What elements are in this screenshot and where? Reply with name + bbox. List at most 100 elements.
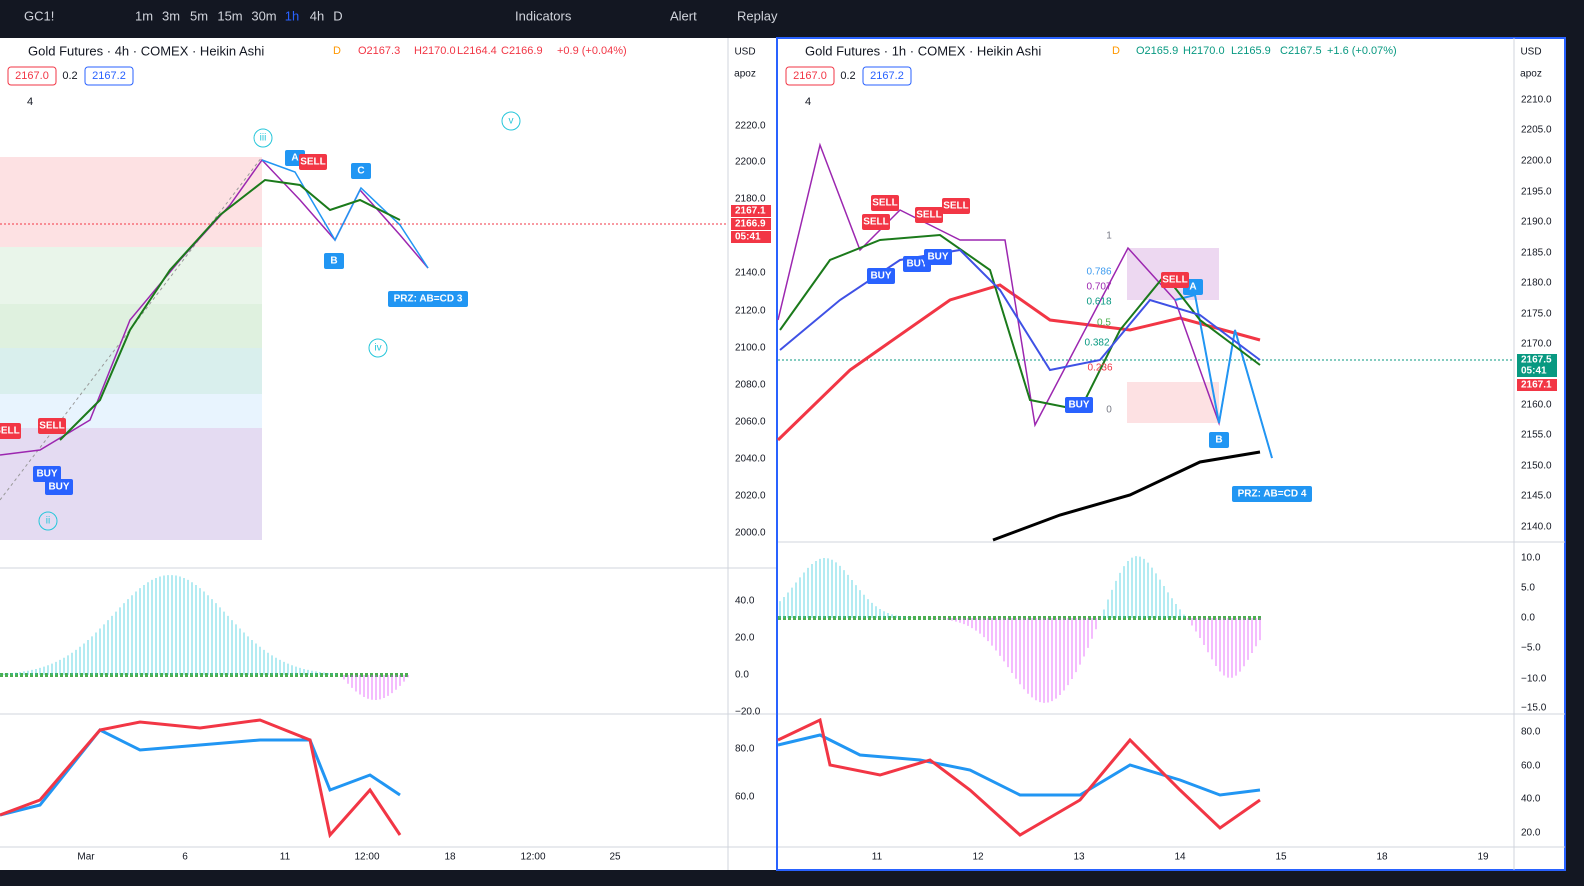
interval-button[interactable]: 1m (135, 8, 153, 23)
replay-button[interactable]: Replay (737, 8, 778, 23)
spread: 0.2 (840, 70, 855, 82)
price-label: 2040.0 (735, 454, 766, 465)
wave-circle (253, 128, 273, 148)
price-label: 2150.0 (1521, 461, 1552, 472)
wave-circle (501, 111, 521, 131)
indicator-count[interactable]: 4 (805, 96, 811, 108)
interval-button[interactable]: 30m (251, 8, 276, 23)
signal-label-bg (38, 418, 66, 434)
scale-mode[interactable]: apoz (734, 69, 756, 80)
currency[interactable]: USD (734, 47, 755, 58)
signal-label-bg (871, 195, 899, 211)
price-label: 2140.0 (1521, 522, 1552, 533)
price-tag-bg (731, 231, 771, 243)
signal-label-bg (915, 207, 943, 223)
bid: 2167.0 (15, 70, 49, 82)
bid-box (785, 66, 835, 86)
price-label: 2170.0 (1521, 339, 1552, 350)
price-label: 2180.0 (735, 194, 766, 205)
pattern-label-bg (1209, 432, 1229, 448)
signal-label-bg (1161, 272, 1189, 288)
session-flag: D (333, 45, 341, 57)
time-label: 11 (280, 852, 291, 863)
price-tag: 2166.9 (735, 219, 766, 230)
price-label: 2160.0 (1521, 400, 1552, 411)
signal-label-bg (0, 423, 21, 439)
pattern-label-bg (351, 163, 371, 179)
signal-label: SELL (916, 210, 942, 221)
signal-label: SELL (943, 201, 969, 212)
price-tag: 05:41 (735, 232, 761, 243)
price-label: 2175.0 (1521, 309, 1552, 320)
pattern-label-bg (324, 253, 344, 269)
signal-label-bg (299, 154, 327, 170)
bid: 2167.0 (793, 70, 827, 82)
osc-label: −15.0 (1521, 703, 1547, 714)
price-tag-bg (1517, 365, 1557, 377)
ohlc-high: H2170.0 (1183, 45, 1225, 57)
indicators-button[interactable]: Indicators (515, 8, 572, 23)
wave-label: v (509, 116, 514, 127)
price-label: 2145.0 (1521, 491, 1552, 502)
indicator-count[interactable]: 4 (27, 96, 33, 108)
time-label: 6 (182, 852, 188, 863)
price-tag: 2167.1 (735, 206, 766, 217)
price-tag-bg (731, 218, 771, 230)
fib-label: 0.618 (1086, 297, 1111, 308)
symbol: GC1! (24, 8, 54, 23)
left-pane (0, 38, 776, 870)
fib-label: 1 (1106, 231, 1112, 242)
ohlc-high: H2170.0 (414, 45, 456, 57)
osc-label: 40.0 (1521, 794, 1541, 805)
osc-label: 0.0 (735, 670, 749, 681)
osc-label: 20.0 (1521, 828, 1541, 839)
osc-label: 60.0 (735, 792, 755, 803)
signal-label-bg (1065, 397, 1093, 413)
price-label: 2120.0 (735, 306, 766, 317)
prz-label: PRZ: AB=CD 3 (394, 294, 463, 305)
time-label: Mar (77, 852, 95, 863)
pattern-label: A (1189, 282, 1196, 293)
interval-button[interactable]: 15m (217, 8, 242, 23)
time-label: 15 (1275, 852, 1287, 863)
price-label: 2190.0 (1521, 217, 1552, 228)
price-label: 2185.0 (1521, 248, 1552, 259)
ohlc-open: O2165.9 (1136, 45, 1178, 57)
pattern-label: B (1215, 435, 1222, 446)
interval-button[interactable]: D (333, 8, 342, 23)
zone (1127, 382, 1219, 423)
interval-button[interactable]: 3m (162, 8, 180, 23)
prz-label-bg (388, 291, 468, 307)
signal-label: BUY (1068, 400, 1089, 411)
ohlc-close: C2167.5 (1280, 45, 1322, 57)
price-label: 2060.0 (735, 417, 766, 428)
alert-button[interactable]: Alert (670, 8, 697, 23)
osc-label: −10.0 (1521, 674, 1547, 685)
price-label: 2205.0 (1521, 125, 1552, 136)
signal-label-bg (33, 466, 61, 482)
ask: 2167.2 (870, 70, 904, 82)
currency[interactable]: USD (1520, 47, 1541, 58)
fib-label: 0 (1106, 405, 1112, 416)
ask-box (862, 66, 912, 86)
right-pane (776, 37, 1566, 871)
signal-label-bg (45, 479, 73, 495)
price-tag: 2167.5 (1521, 355, 1552, 366)
scale-mode[interactable]: apoz (1520, 69, 1542, 80)
interval-button[interactable]: 1h (285, 8, 299, 23)
interval-button[interactable]: 5m (190, 8, 208, 23)
time-label: 25 (609, 852, 621, 863)
price-label: 2020.0 (735, 491, 766, 502)
interval-button[interactable]: 4h (310, 8, 324, 23)
wave-label: iv (374, 343, 381, 354)
bid-box (7, 66, 57, 86)
chart-title: Gold Futures · 1h · COMEX · Heikin Ashi (805, 43, 1041, 58)
time-label: 13 (1073, 852, 1085, 863)
spread: 0.2 (62, 70, 77, 82)
fib-label: 0.236 (1087, 363, 1112, 374)
fib-label: 0.382 (1084, 338, 1109, 349)
price-label: 2210.0 (1521, 95, 1552, 106)
price-label: 2200.0 (735, 157, 766, 168)
zone (0, 348, 262, 394)
osc-label: 80.0 (1521, 727, 1541, 738)
